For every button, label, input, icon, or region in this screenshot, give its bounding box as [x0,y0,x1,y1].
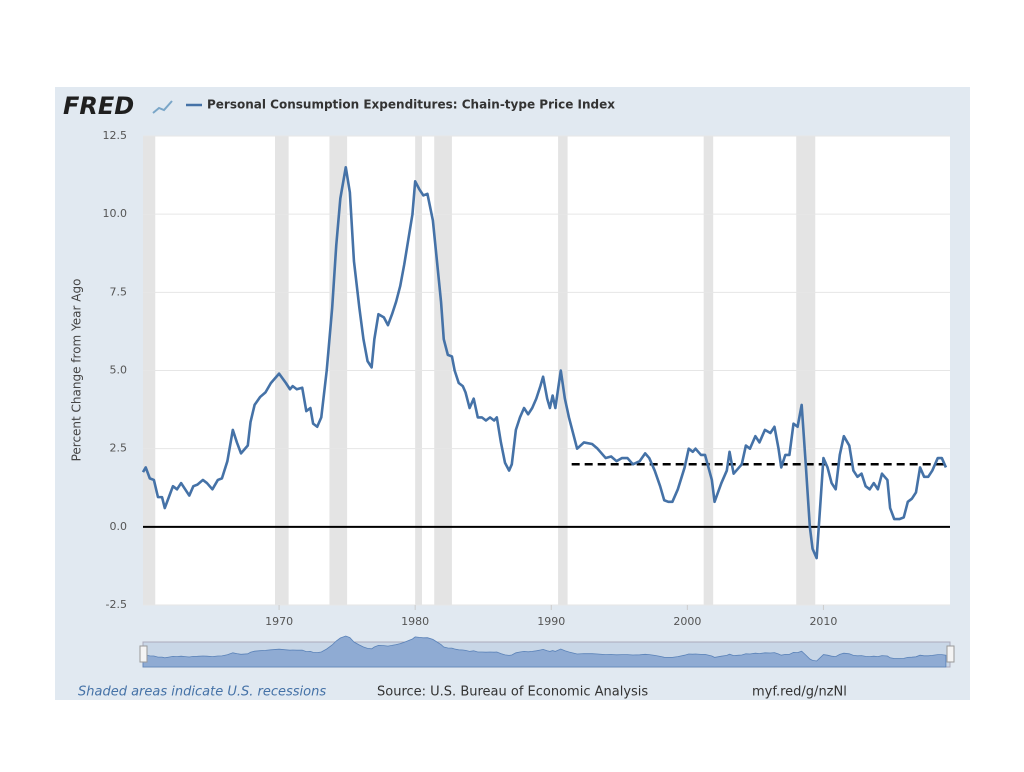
y-tick-label: 2.5 [110,442,128,455]
data-line [141,165,948,560]
x-tick-label: 1980 [401,615,429,628]
x-tick-label: 1970 [265,615,293,628]
navigator-handle[interactable] [946,645,955,663]
footer-source: Source: U.S. Bureau of Economic Analysis [377,685,648,700]
y-tick-label: -2.5 [106,598,127,611]
legend-label: Personal Consumption Expenditures: Chain… [207,98,615,112]
y-tick-label: 7.5 [110,285,128,298]
logo: FRED [63,92,134,120]
logo-icon [152,100,173,114]
x-tick-label: 2000 [673,615,701,628]
navigator-handle[interactable] [139,645,148,663]
y-tick-label: 12.5 [103,129,128,142]
x-tick-label: 1990 [537,615,565,628]
y-tick-label: 5.0 [110,364,128,377]
footer-link[interactable]: myf.red/g/nzNl [752,685,847,700]
y-tick-label: 10.0 [103,207,128,220]
x-tick-label: 2010 [809,615,837,628]
navigator-area [142,635,947,668]
y-axis-label: Percent Change from Year Ago [70,279,84,462]
y-tick-label: 0.0 [110,520,128,533]
footer-note: Shaded areas indicate U.S. recessions [78,685,326,700]
